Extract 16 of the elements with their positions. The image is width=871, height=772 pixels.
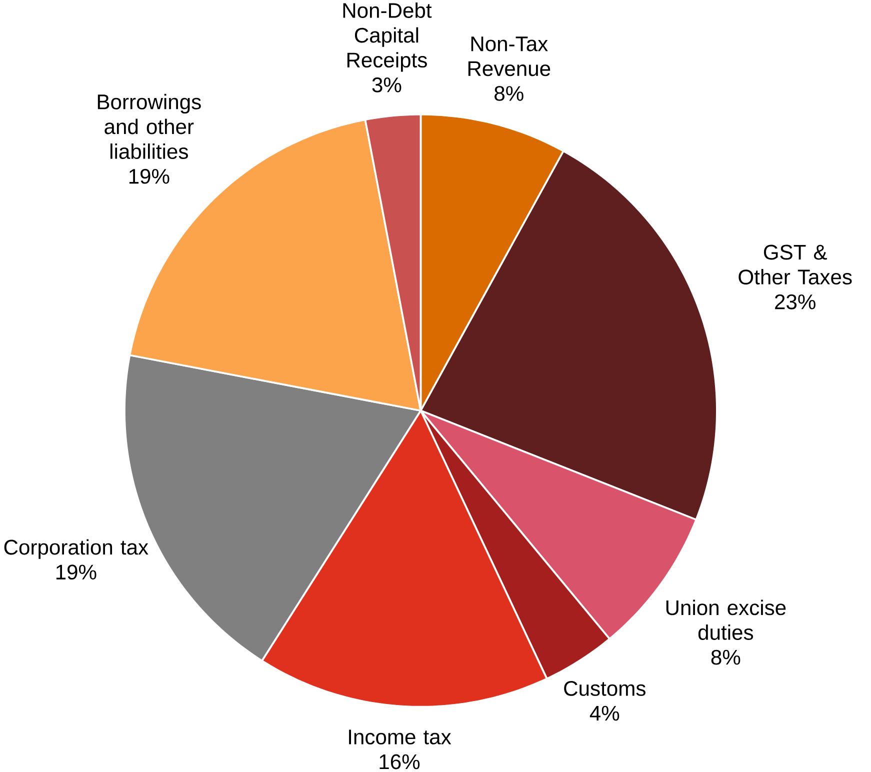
slice-label: Non-Debt Capital Receipts [343, 2, 432, 72]
data-label: 8% [711, 650, 740, 665]
data-label: 19% [56, 564, 96, 580]
data-label: 3% [372, 78, 402, 92]
slice-label: GST & Other Taxes [738, 244, 852, 285]
data-label: 8% [494, 86, 524, 102]
slice-label: Non-Tax Revenue [468, 36, 550, 76]
data-label: 19% [129, 169, 170, 184]
slice-label: Union excise duties [666, 600, 786, 640]
data-label: 4% [590, 706, 620, 721]
data-label: 23% [775, 294, 816, 310]
data-label: 16% [380, 754, 420, 770]
slice-label: Income tax [349, 730, 452, 745]
slice-label: Customs [564, 681, 646, 696]
slice-label: Corporation tax [4, 539, 148, 560]
slice-label: Borrowings and other liabilities [98, 94, 201, 160]
